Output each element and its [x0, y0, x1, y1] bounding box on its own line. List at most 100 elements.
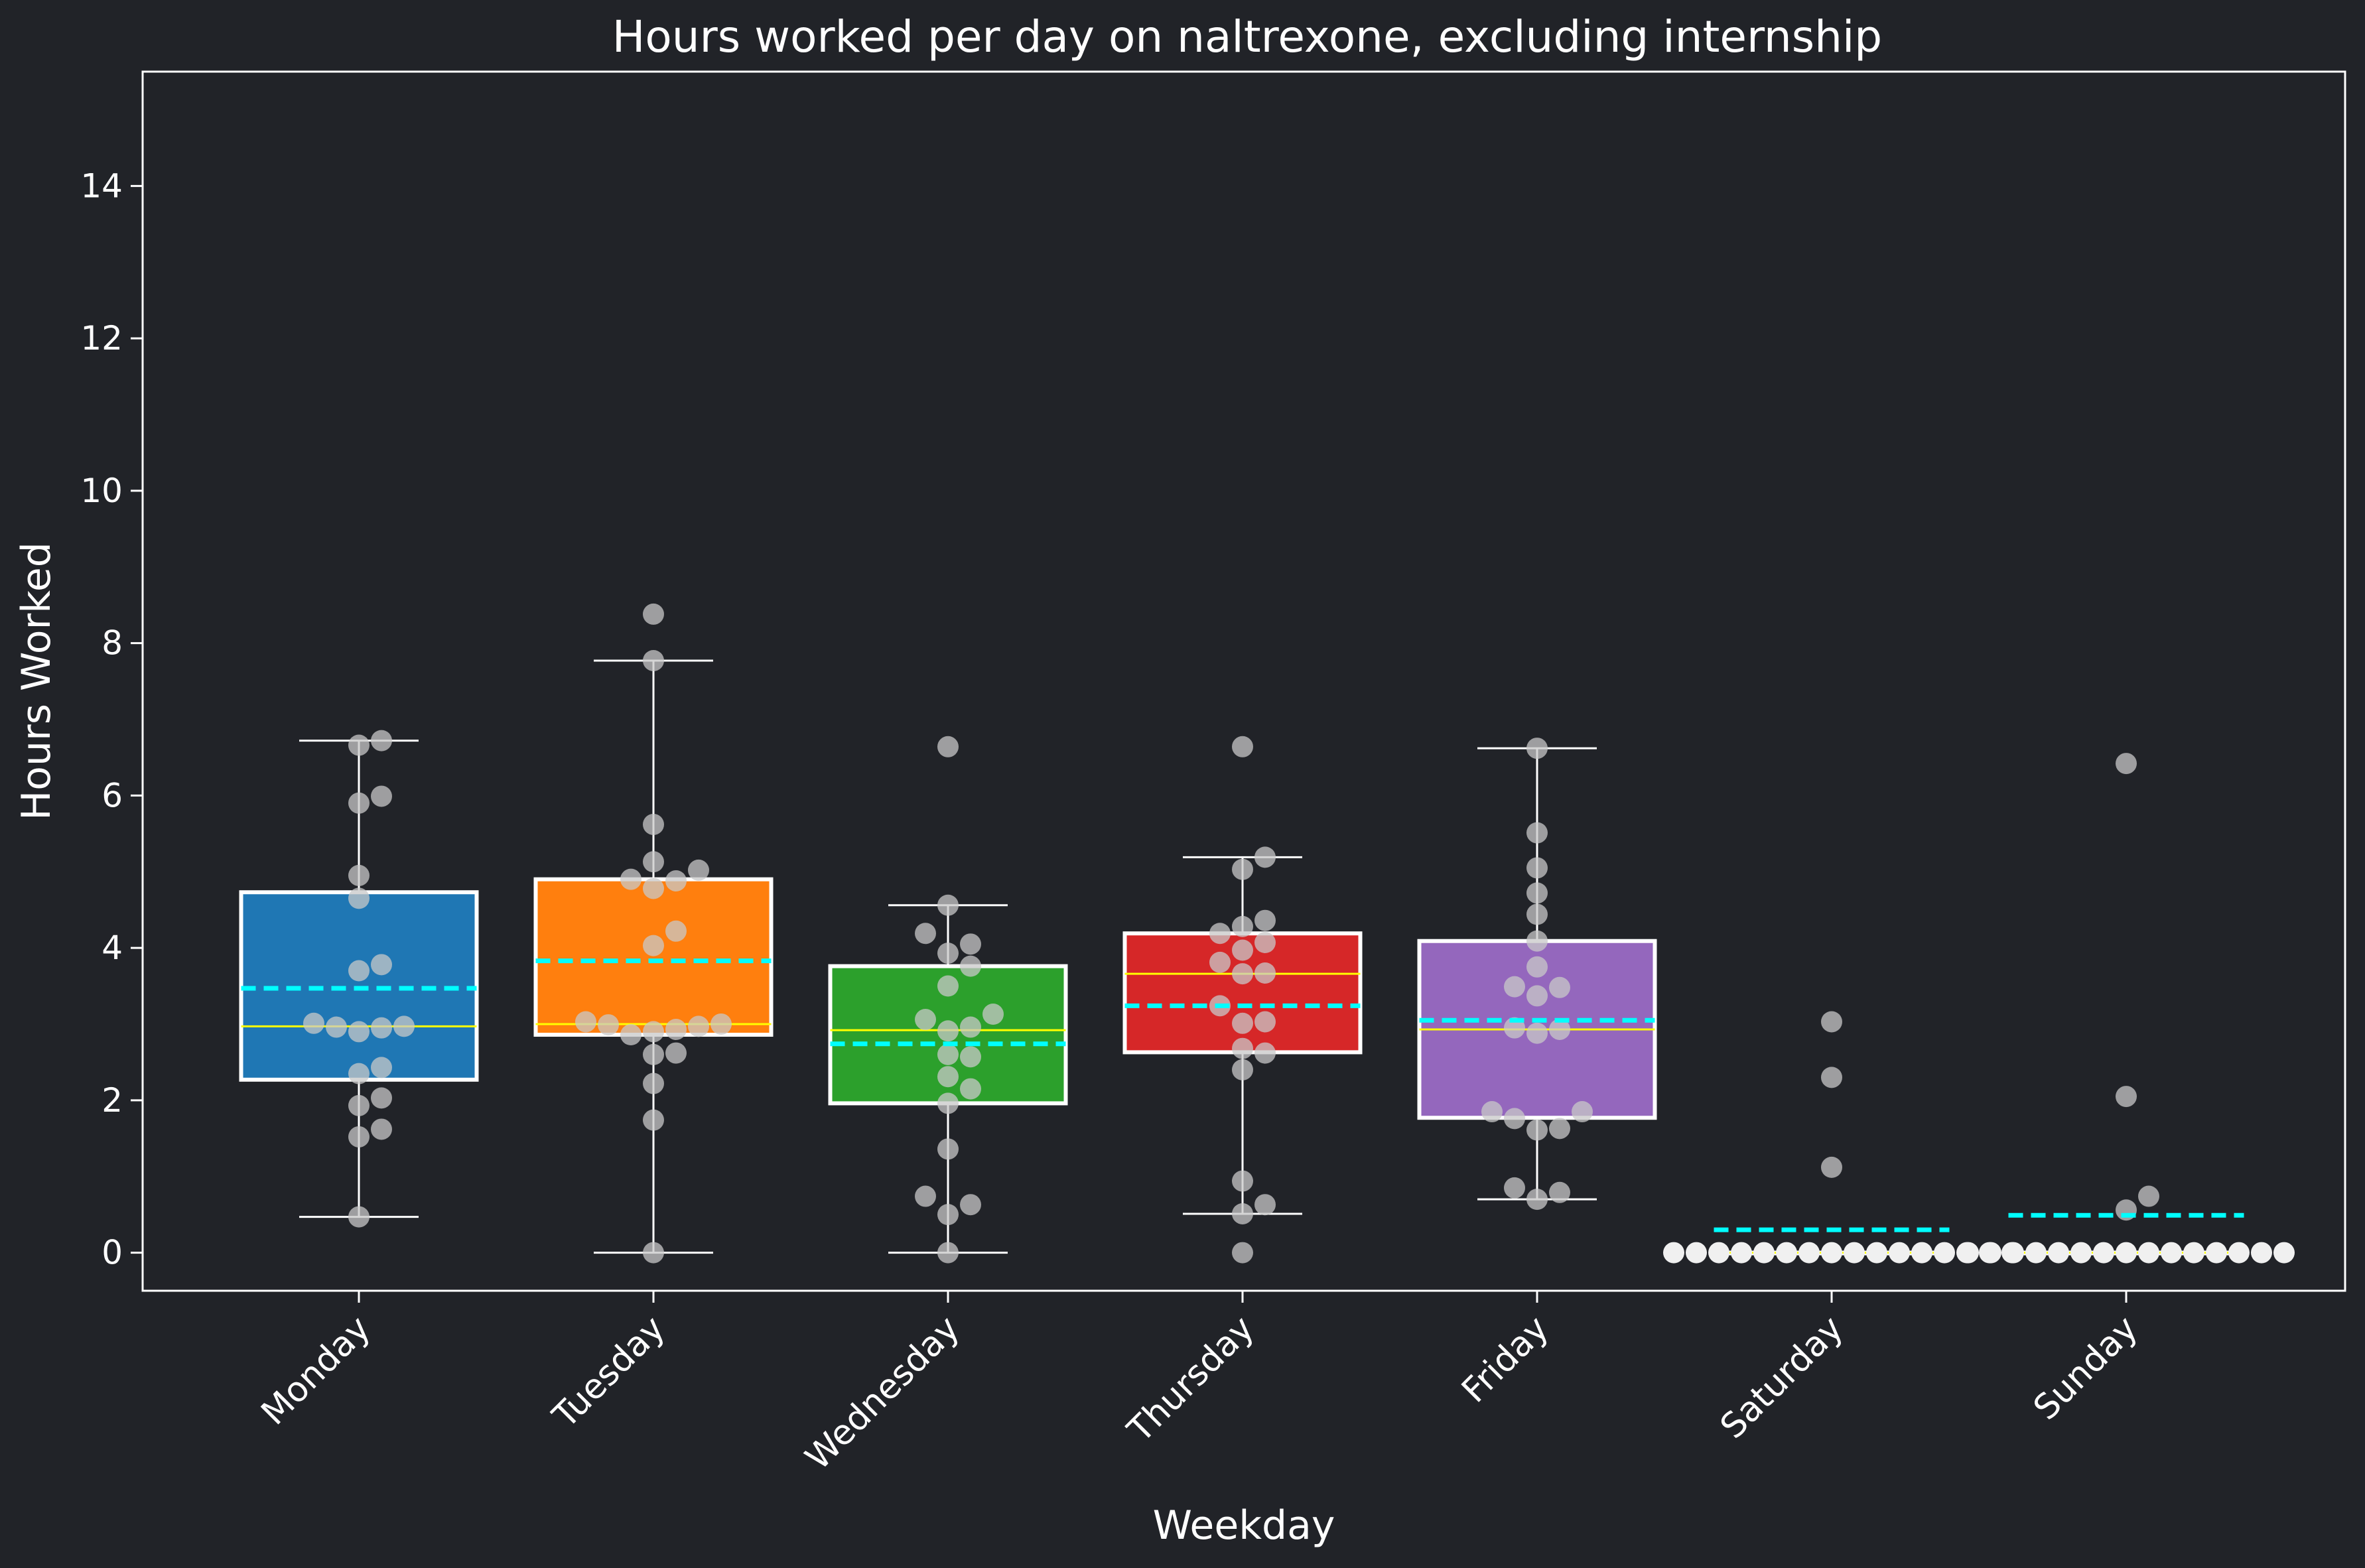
- data-point: [1686, 1242, 1707, 1264]
- data-point: [348, 960, 370, 982]
- y-tick-label: 6: [101, 776, 123, 815]
- y-tick-label: 8: [101, 624, 123, 663]
- data-point: [643, 1242, 664, 1264]
- data-point: [665, 920, 687, 942]
- data-point: [1232, 1242, 1253, 1264]
- data-point: [1798, 1242, 1820, 1264]
- data-point: [1526, 882, 1548, 904]
- data-point: [1934, 1242, 1955, 1264]
- data-point: [1572, 1101, 1593, 1123]
- data-point: [371, 1057, 392, 1078]
- data-point: [915, 1009, 936, 1031]
- y-tick-label: 0: [101, 1234, 123, 1272]
- box-sunday: [1958, 753, 2295, 1264]
- data-point: [688, 1015, 709, 1037]
- data-point: [1980, 1242, 2001, 1264]
- box-wednesday: [828, 736, 1068, 1264]
- data-point: [643, 1021, 664, 1043]
- data-point: [1254, 1194, 1276, 1216]
- data-point: [1526, 930, 1548, 952]
- plot-frame: [141, 70, 2346, 1292]
- data-point: [1481, 1101, 1503, 1123]
- data-point: [2116, 1242, 2137, 1264]
- data-point: [960, 933, 981, 955]
- data-point: [371, 785, 392, 807]
- data-point: [1504, 976, 1525, 998]
- data-point: [1889, 1242, 1910, 1264]
- data-point: [1549, 1018, 1570, 1040]
- data-point: [937, 943, 959, 964]
- data-point: [1504, 1177, 1525, 1199]
- data-point: [1526, 857, 1548, 879]
- data-point: [1526, 985, 1548, 1007]
- y-tick-label: 14: [80, 166, 123, 205]
- data-point: [1866, 1242, 1887, 1264]
- data-point: [575, 1011, 596, 1033]
- data-point: [2138, 1185, 2159, 1207]
- data-point: [1844, 1242, 1865, 1264]
- box-tuesday: [533, 603, 774, 1264]
- chart-title: Hours worked per day on naltrexone, excl…: [612, 11, 1882, 62]
- data-point: [2048, 1242, 2069, 1264]
- data-point: [643, 813, 664, 835]
- data-point: [937, 894, 959, 916]
- data-point: [937, 1043, 959, 1065]
- data-point: [1549, 976, 1570, 998]
- data-point: [1504, 1108, 1525, 1130]
- data-point: [371, 1017, 392, 1039]
- data-point: [960, 1078, 981, 1100]
- data-point: [2161, 1242, 2182, 1264]
- data-point: [1526, 903, 1548, 925]
- data-point: [937, 1138, 959, 1160]
- data-point: [2070, 1242, 2092, 1264]
- data-point: [1708, 1242, 1729, 1264]
- data-point: [1232, 1037, 1253, 1059]
- data-point: [348, 864, 370, 886]
- data-point: [643, 1109, 664, 1131]
- data-point: [1254, 846, 1276, 868]
- data-point: [1254, 962, 1276, 984]
- data-point: [348, 792, 370, 814]
- data-point: [937, 1092, 959, 1114]
- data-point: [1254, 1042, 1276, 1064]
- data-point: [2025, 1242, 2047, 1264]
- data-point: [937, 975, 959, 997]
- y-tick-label: 2: [101, 1081, 123, 1120]
- data-point: [1526, 1119, 1548, 1141]
- data-point: [1526, 956, 1548, 978]
- data-point: [303, 1012, 324, 1034]
- data-point: [665, 870, 687, 891]
- data-point: [2003, 1242, 2024, 1264]
- data-point: [960, 1016, 981, 1038]
- data-point: [1526, 738, 1548, 759]
- data-point: [620, 868, 642, 890]
- data-point: [2183, 1242, 2204, 1264]
- data-point: [1958, 1242, 1979, 1264]
- plot-area: [239, 603, 2295, 1264]
- y-axis-label: Hours Worked: [13, 542, 60, 820]
- data-point: [1821, 1242, 1842, 1264]
- data-point: [1821, 1011, 1842, 1033]
- data-point: [915, 1185, 936, 1207]
- data-point: [371, 1118, 392, 1140]
- data-point: [1526, 1189, 1548, 1210]
- data-point: [688, 859, 709, 881]
- data-point: [348, 1021, 370, 1043]
- data-point: [348, 1094, 370, 1116]
- data-point: [2206, 1242, 2227, 1264]
- data-point: [643, 851, 664, 873]
- data-point: [371, 954, 392, 976]
- data-point: [960, 955, 981, 977]
- data-point: [2116, 1086, 2137, 1108]
- data-point: [937, 1242, 959, 1264]
- data-point: [1209, 923, 1231, 945]
- data-point: [1232, 1012, 1253, 1034]
- data-point: [982, 1004, 1004, 1025]
- data-point: [643, 603, 664, 625]
- data-point: [1526, 822, 1548, 844]
- data-point: [1232, 963, 1253, 985]
- data-point: [665, 1042, 687, 1064]
- data-point: [1232, 915, 1253, 937]
- data-point: [1232, 1170, 1253, 1192]
